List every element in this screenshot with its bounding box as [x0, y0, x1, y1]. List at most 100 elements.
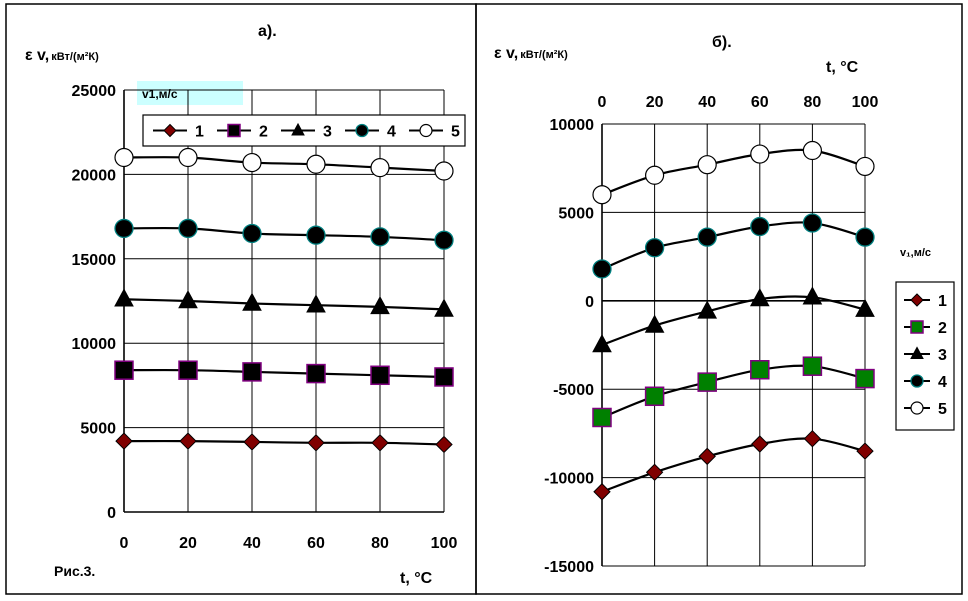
- panel-b-series-2-point: [750, 360, 770, 380]
- panel-b-legend-label-5: 5: [938, 401, 947, 418]
- panel-b-series-2-line: [601, 364, 866, 419]
- panel-b-series-5-line: [601, 148, 866, 196]
- panel-a-legend-swatch-4: [355, 123, 369, 138]
- panel-a-series-1-point: [435, 435, 453, 454]
- panel-a-xtick-label: 100: [431, 535, 458, 552]
- panel-a-series-2-point: [114, 360, 134, 380]
- panel-a-series-3-line: [123, 298, 445, 311]
- panel-a-ylabel-main: ε v,: [25, 47, 49, 64]
- panel-a-xtick-label: 0: [120, 535, 129, 552]
- panel-a-series-2-point: [306, 363, 326, 384]
- panel-a-legend-swatch-3: [291, 122, 305, 136]
- panel-b-ytick-label: 10000: [550, 117, 595, 134]
- panel-a-series-5-line: [123, 156, 445, 173]
- panel-b-series-3-point: [749, 288, 770, 307]
- panel-b-ylabel: ε v, кВт/(м²К): [494, 45, 568, 62]
- panel-a-series-4-point: [242, 223, 262, 244]
- panel-a-ytick-label: 5000: [80, 421, 116, 438]
- panel-a-xtick-label: 20: [179, 535, 197, 552]
- panel-b-legend-swatch-3: [910, 346, 924, 359]
- panel-b-legend-box: [895, 281, 955, 431]
- panel-b-series-4-point: [802, 213, 823, 233]
- panel-b-xtick-label: 20: [646, 94, 664, 111]
- panel-b-series-3-point: [592, 334, 612, 353]
- panel-a-legend-swatch-2: [227, 123, 241, 138]
- panel-a-series-5-point: [434, 161, 454, 181]
- panel-a-label: а).: [258, 23, 277, 40]
- panel-a-series-4-point: [370, 227, 390, 247]
- panel-a-ytick-label: 25000: [72, 83, 117, 100]
- panel-b-series-3-point: [802, 286, 823, 305]
- panel-b-legend-label-4: 4: [938, 374, 947, 391]
- panel-a-series-5-point: [306, 154, 326, 174]
- panel-b-series-2-point: [592, 407, 612, 428]
- panel-b-series-1-point: [803, 429, 822, 448]
- panel-a-ytick-label: 20000: [72, 167, 117, 184]
- panel-a-plot: 0 5000 10000 15000 20000 25000 0 20 40 60 80 100 1 2 3…: [72, 83, 466, 552]
- panel-b-xtick-label: 80: [804, 94, 822, 111]
- panel-b-series-2-point: [802, 356, 823, 376]
- panel-b-series-3-line: [601, 295, 866, 347]
- panel-b-ytick-label: -10000: [544, 471, 594, 488]
- panel-a-series-4-point: [306, 225, 326, 245]
- panel-b-legend-swatch-4: [910, 374, 924, 388]
- panel-a-legend-title: v1,м/с: [142, 87, 178, 101]
- panel-a-series-3-point: [434, 298, 454, 317]
- panel-b-series-1-point: [751, 435, 769, 453]
- panel-a-ytick-label: 15000: [72, 252, 117, 269]
- panel-b-series-4-point: [750, 216, 770, 237]
- panel-b-ylabel-unit: кВт/(м²К): [520, 49, 568, 61]
- panel-b-series-4-line: [601, 221, 866, 270]
- panel-a-series-5-point: [242, 152, 262, 173]
- panel-a-legend-label-2: 2: [259, 124, 268, 141]
- panel-a-legend-swatch-1: [163, 123, 177, 138]
- panel-a-series-4-point: [178, 218, 198, 239]
- panel-a-legend-label-5: 5: [451, 124, 460, 141]
- panel-a-ylabel-unit: кВт/(м²К): [51, 51, 99, 63]
- panel-a-series-1-point: [179, 432, 197, 450]
- panel-a-legend-label-1: 1: [195, 124, 204, 141]
- panel-b-series-4-point: [855, 227, 875, 247]
- panel-b-frame: [475, 3, 963, 595]
- panel-a-series-2-line: [123, 368, 445, 379]
- panel-a-series-1-line: [123, 439, 445, 446]
- panel-b-series-5-point: [802, 140, 823, 161]
- panel-b-ylabel-main: ε v,: [494, 45, 518, 62]
- panel-b-xtick-label: 40: [698, 94, 716, 111]
- panel-b-series-5-point: [697, 155, 717, 175]
- panel-b-xlabel: t, °C: [826, 59, 859, 76]
- panel-b-legend-label-2: 2: [938, 320, 947, 337]
- panel-b-ytick-label: -15000: [544, 559, 594, 576]
- panel-a-series-3-point: [306, 294, 326, 313]
- panel-a-series-1-point: [115, 432, 133, 450]
- panel-a-xtick-label: 80: [371, 535, 389, 552]
- panel-b-legend-title: v₁,м/с: [900, 247, 931, 259]
- panel-b-label: б).: [712, 34, 732, 51]
- panel-b-series-1-point: [698, 447, 716, 466]
- panel-a-series-2-point: [242, 362, 262, 382]
- panel-a-legend-label-3: 3: [323, 124, 332, 141]
- panel-b-series-5-point: [855, 156, 875, 177]
- panel-a-legend-title-bg: [137, 81, 243, 105]
- panel-b-series-1-point: [856, 442, 874, 460]
- panel-a-ytick-label: 0: [107, 505, 116, 522]
- panel-b-series-4-point: [644, 238, 665, 258]
- panel-a-series-4-point: [434, 230, 454, 250]
- panel-a-series-3-point: [370, 295, 390, 315]
- panel-b-series-1-point: [593, 483, 611, 501]
- panel-b-series-3-point: [697, 300, 718, 319]
- panel-b-legend-swatch-2: [910, 320, 924, 334]
- panel-b-series-3-point: [644, 314, 665, 333]
- panel-b-legend-swatch-1: [910, 293, 924, 307]
- panel-b-series-4-point: [592, 259, 612, 279]
- panel-b-xtick-label: 60: [751, 94, 769, 111]
- panel-a-legend-swatch-5: [419, 123, 433, 138]
- panel-b-ytick-label: 0: [585, 294, 594, 311]
- panel-b-series-4-point: [697, 227, 717, 247]
- panel-b-series-5-point: [592, 185, 612, 205]
- panel-a-legend-label-4: 4: [387, 124, 396, 141]
- panel-a-xtick-label: 40: [243, 535, 261, 552]
- panel-a-series-1-point: [371, 434, 389, 452]
